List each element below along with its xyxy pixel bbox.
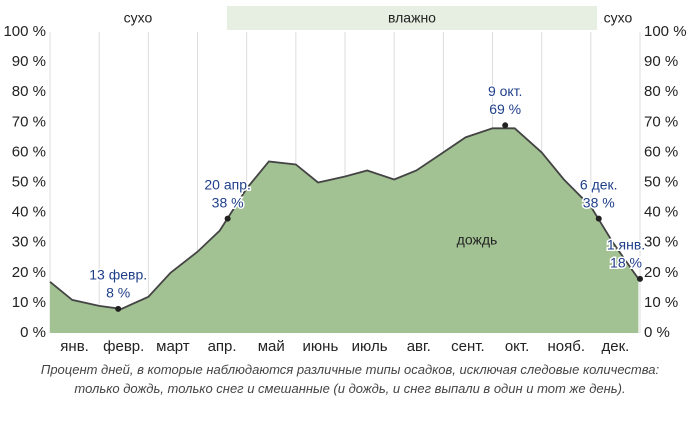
x-tick-label: май <box>258 338 285 355</box>
x-tick-label: дек. <box>602 338 630 355</box>
caption: Процент дней, в которые наблюдаются разл… <box>40 362 660 396</box>
season-band <box>0 6 227 30</box>
line <box>49 127 640 310</box>
y-tick-label: 70 % <box>12 113 46 130</box>
series-label: дождь <box>457 232 498 248</box>
annotation-value: 8 % <box>106 285 130 301</box>
y-tick-label: 60 % <box>12 143 46 160</box>
x-tick-label: февр. <box>103 338 144 355</box>
y-tick-label: 30 % <box>12 234 46 251</box>
x-tick-label: март <box>156 338 190 355</box>
x-tick-label: сент. <box>451 338 485 355</box>
y-tick-label: 60 % <box>644 143 678 160</box>
y-tick-label: 10 % <box>12 294 46 311</box>
season-label: влажно <box>388 10 436 26</box>
x-tick-label: янв. <box>60 338 89 355</box>
y-tick-label: 0 % <box>20 324 46 341</box>
y-tick-label: 0 % <box>644 324 670 341</box>
annotation-date: 20 апр. <box>204 176 251 192</box>
annotation-date: 1 янв. <box>607 237 645 253</box>
annotation-dot <box>224 215 231 222</box>
y-tick-label: 50 % <box>644 173 678 190</box>
annotation-dot <box>115 305 122 312</box>
annotation-value: 38 % <box>212 194 244 210</box>
season-label: сухо <box>124 10 153 26</box>
annotation-value: 18 % <box>610 255 642 271</box>
season-label: сухо <box>604 10 633 26</box>
y-tick-label: 20 % <box>644 264 678 281</box>
y-tick-label: 30 % <box>644 234 678 251</box>
x-tick-label: июнь <box>303 338 339 355</box>
y-tick-label: 100 % <box>644 23 687 40</box>
y-tick-label: 10 % <box>644 294 678 311</box>
y-tick-label: 70 % <box>644 113 678 130</box>
season-band <box>227 6 597 30</box>
annotation-value: 69 % <box>489 101 521 117</box>
y-tick-label: 40 % <box>644 204 678 221</box>
chart: сухо влажно сухо янв. февр. март апр. май июн… <box>0 6 687 355</box>
x-tick-label: авг. <box>407 338 431 355</box>
y-tick-label: 90 % <box>12 53 46 70</box>
y-tick-label: 100 % <box>3 23 46 40</box>
annotation-dot <box>595 215 602 222</box>
annotation-date: 9 окт. <box>488 83 523 99</box>
y-tick-label: 90 % <box>644 53 678 70</box>
y-tick-label: 20 % <box>12 264 46 281</box>
y-tick-label: 50 % <box>12 173 46 190</box>
y-tick-label: 80 % <box>12 83 46 100</box>
x-tick-label: нояб. <box>547 338 585 355</box>
annotation-date: 13 февр. <box>89 267 147 283</box>
area <box>50 128 639 333</box>
annotation-dot <box>637 275 643 282</box>
x-tick-label: окт. <box>505 338 529 355</box>
annotation-date: 6 дек. <box>580 176 618 192</box>
x-tick-label: июль <box>352 338 388 355</box>
y-tick-label: 40 % <box>12 204 46 221</box>
annotation-value: 38 % <box>583 194 615 210</box>
annotation-dot <box>502 122 509 129</box>
y-tick-label: 80 % <box>644 83 678 100</box>
x-tick-label: апр. <box>208 338 237 355</box>
